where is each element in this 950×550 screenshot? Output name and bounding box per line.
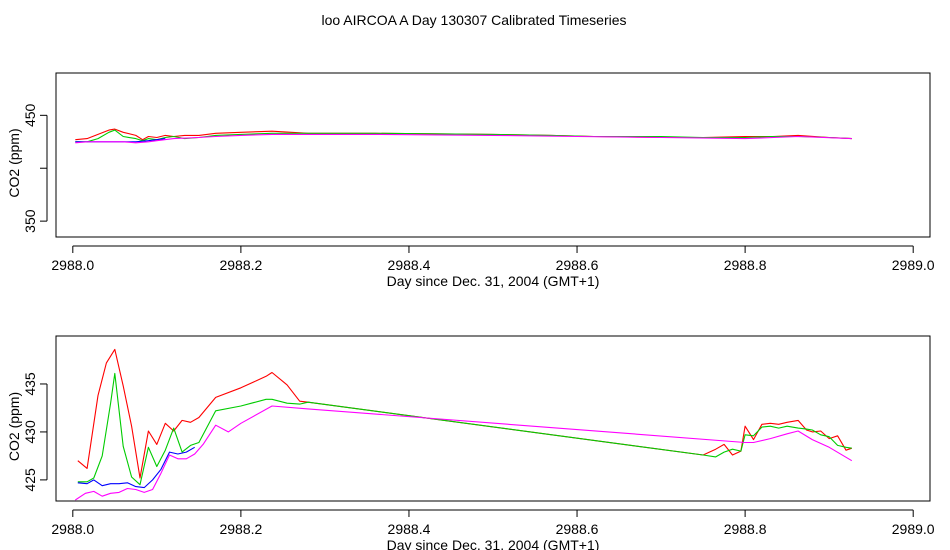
x-tick-label: 2988.6	[556, 257, 599, 273]
x-tick-label: 2988.4	[388, 257, 431, 273]
y-axis-label: CO2 (ppm)	[6, 392, 22, 461]
series-line-1	[77, 348, 852, 479]
series-line-2	[75, 129, 852, 143]
x-tick-label: 2988.0	[51, 257, 94, 273]
plot-frame	[55, 335, 931, 502]
y-axis-label: CO2 (ppm)	[6, 128, 22, 197]
x-tick-label: 2989.0	[892, 521, 935, 537]
y-tick-label: 425	[22, 468, 38, 492]
y-tick-label: 350	[22, 209, 38, 233]
x-tick-label: 2988.2	[219, 521, 262, 537]
y-tick-label: 450	[22, 103, 38, 127]
series-line-3	[77, 446, 195, 489]
x-tick-label: 2989.0	[892, 257, 935, 273]
x-tick-label: 2988.0	[51, 521, 94, 537]
series-line-2	[77, 372, 852, 486]
series-line-4	[75, 133, 852, 144]
bottom-panel: 2988.0 2988.2 2988.4 2988.6 2988.8 2989.0 Day …	[6, 335, 935, 550]
y-tick-label: 430	[22, 420, 38, 444]
y-tick-label: 435	[22, 372, 38, 396]
x-axis-label: Day since Dec. 31, 2004 (GMT+1)	[387, 273, 600, 289]
top-panel: 2988.0 2988.2 2988.4 2988.6 2988.8 2989.0 Day …	[6, 72, 935, 289]
plot-frame	[55, 72, 931, 238]
x-axis-label: Day since Dec. 31, 2004 (GMT+1)	[387, 537, 600, 550]
series-line-4	[74, 405, 853, 501]
x-tick-label: 2988.2	[219, 257, 262, 273]
figure-title: loo AIRCOA A Day 130307 Calibrated Times…	[321, 12, 626, 28]
x-tick-label: 2988.8	[724, 257, 767, 273]
x-tick-label: 2988.8	[724, 521, 767, 537]
x-tick-label: 2988.6	[556, 521, 599, 537]
x-tick-label: 2988.4	[388, 521, 431, 537]
